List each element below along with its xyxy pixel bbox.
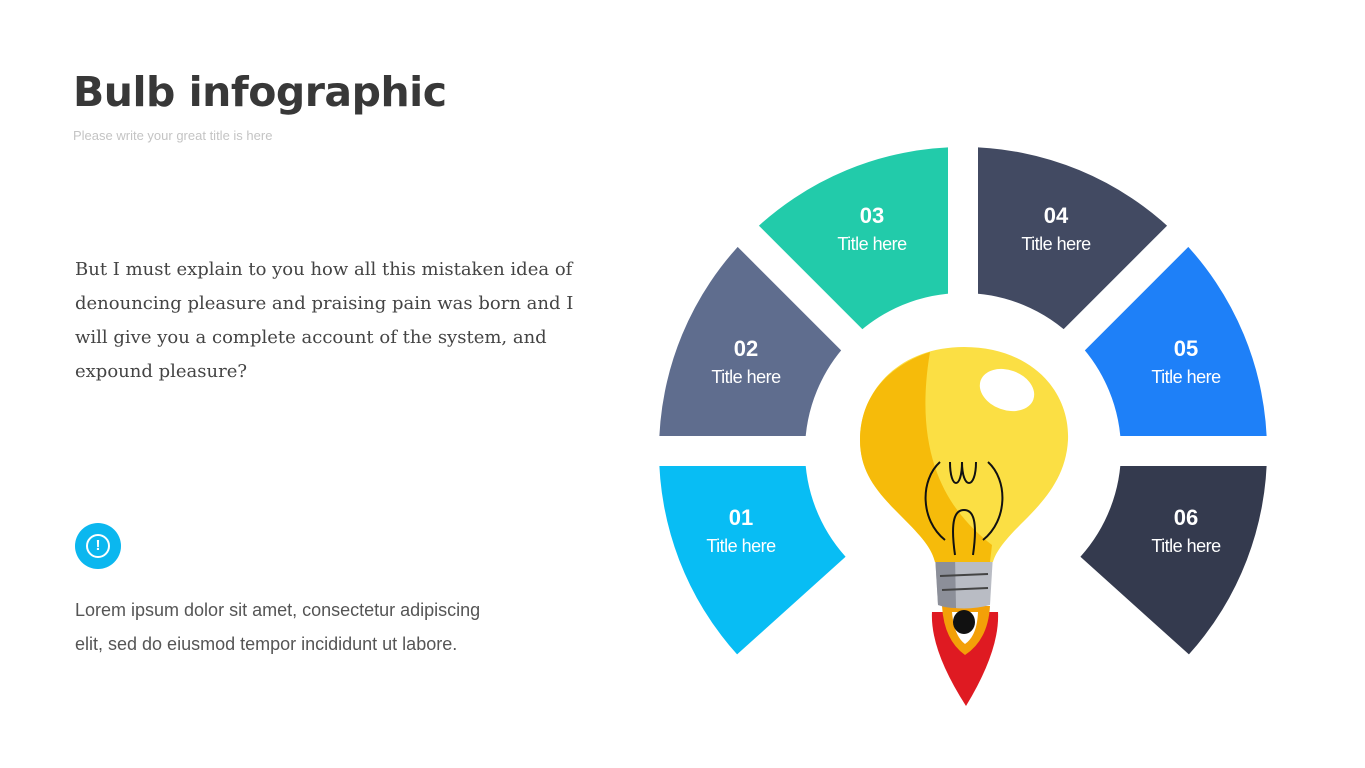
segment-title: Title here — [1021, 234, 1091, 254]
segment-gap — [730, 218, 869, 357]
segment-05: 05 Title here — [1106, 336, 1266, 392]
segment-title: Title here — [1151, 367, 1221, 387]
segment-shape-05 — [1074, 236, 1267, 451]
segment-title: Title here — [1151, 536, 1221, 556]
segment-shape-01 — [659, 451, 846, 655]
segment-number: 02 — [733, 336, 759, 361]
segment-number: 05 — [1173, 336, 1199, 361]
page-title: Bulb infographic — [73, 68, 447, 116]
segment-03: 03 Title here — [792, 203, 952, 259]
segment-number: 01 — [728, 505, 754, 530]
segment-02: 02 Title here — [666, 336, 826, 392]
lightbulb-rocket-icon — [860, 347, 1069, 706]
segment-shape-04 — [963, 147, 1178, 340]
segment-shape-02 — [659, 236, 852, 451]
segment-04: 04 Title here — [976, 203, 1136, 259]
page-subtitle: Please write your great title is here — [73, 128, 273, 143]
segment-06: 06 Title here — [1106, 505, 1266, 561]
segment-title: Title here — [711, 367, 781, 387]
note-paragraph: Lorem ipsum dolor sit amet, consectetur … — [75, 600, 481, 654]
segment-shape-06 — [1080, 451, 1267, 655]
segment-number: 03 — [859, 203, 885, 228]
segment-shape-03 — [748, 147, 963, 340]
segment-gap — [1057, 218, 1196, 357]
segment-number: 04 — [1043, 203, 1069, 228]
body-paragraph: But I must explain to you how all this m… — [75, 259, 574, 382]
exclamation-circle-icon: ! — [75, 523, 121, 569]
segment-title: Title here — [837, 234, 907, 254]
segment-title: Title here — [706, 536, 776, 556]
segment-number: 06 — [1173, 505, 1199, 530]
segment-01: 01 Title here — [661, 505, 821, 561]
